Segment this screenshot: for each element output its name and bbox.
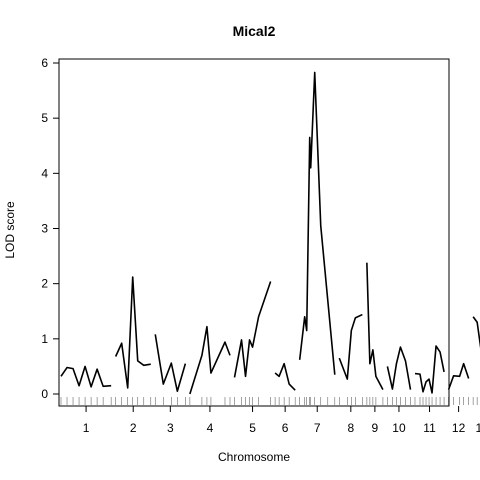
lod-curves <box>60 71 480 395</box>
x-tick-label-chr-7: 7 <box>314 421 321 435</box>
x-axis-label: Chromosome <box>218 450 290 464</box>
x-tick-label-chr-13: 13 <box>475 421 480 435</box>
x-tick-label-chr-4: 4 <box>207 421 214 435</box>
lod-curve-chr-11 <box>414 345 445 394</box>
x-axis: 12345678910111213141516171819X <box>83 406 480 435</box>
x-tick-label-chr-10: 10 <box>392 421 406 435</box>
y-tick-label: 3 <box>41 222 48 236</box>
y-tick-label: 6 <box>41 56 48 70</box>
x-tick-label-chr-1: 1 <box>83 421 90 435</box>
x-tick-label-chr-6: 6 <box>282 421 289 435</box>
x-tick-label-chr-9: 9 <box>372 421 379 435</box>
marker-rug <box>60 397 478 405</box>
plot-frame <box>58 58 450 407</box>
chart-title: Mical2 <box>233 23 276 39</box>
lod-curve-chr-2 <box>114 276 151 389</box>
y-tick-label: 0 <box>41 387 48 401</box>
lod-curve-chr-12 <box>447 362 470 390</box>
x-tick-label-chr-2: 2 <box>130 421 137 435</box>
lod-curve-chr-9 <box>366 262 384 390</box>
x-tick-label-chr-12: 12 <box>452 421 466 435</box>
lod-curve-chr-6 <box>274 362 296 391</box>
y-axis: 0 1 2 3 4 5 6 <box>41 56 59 401</box>
lod-curve-chr-13 <box>472 316 480 349</box>
y-tick-label: 1 <box>41 332 48 346</box>
lod-curve-chr-7 <box>298 71 336 375</box>
x-tick-label-chr-8: 8 <box>347 421 354 435</box>
y-axis-label: LOD score <box>3 201 17 259</box>
y-tick-label: 2 <box>41 277 48 291</box>
lod-curve-chr-4 <box>189 325 231 395</box>
x-tick-label-chr-11: 11 <box>423 421 436 435</box>
lod-curve-chr-10 <box>386 346 412 390</box>
x-tick-label-chr-5: 5 <box>249 421 256 435</box>
lod-curve-chr-8 <box>338 313 363 380</box>
lod-curve-chr-1 <box>60 365 112 388</box>
lod-curve-chr-3 <box>154 334 187 393</box>
y-tick-label: 5 <box>41 111 48 125</box>
y-tick-label: 4 <box>41 166 48 180</box>
lod-curve-chr-5 <box>233 281 272 378</box>
x-tick-label-chr-3: 3 <box>167 421 174 435</box>
